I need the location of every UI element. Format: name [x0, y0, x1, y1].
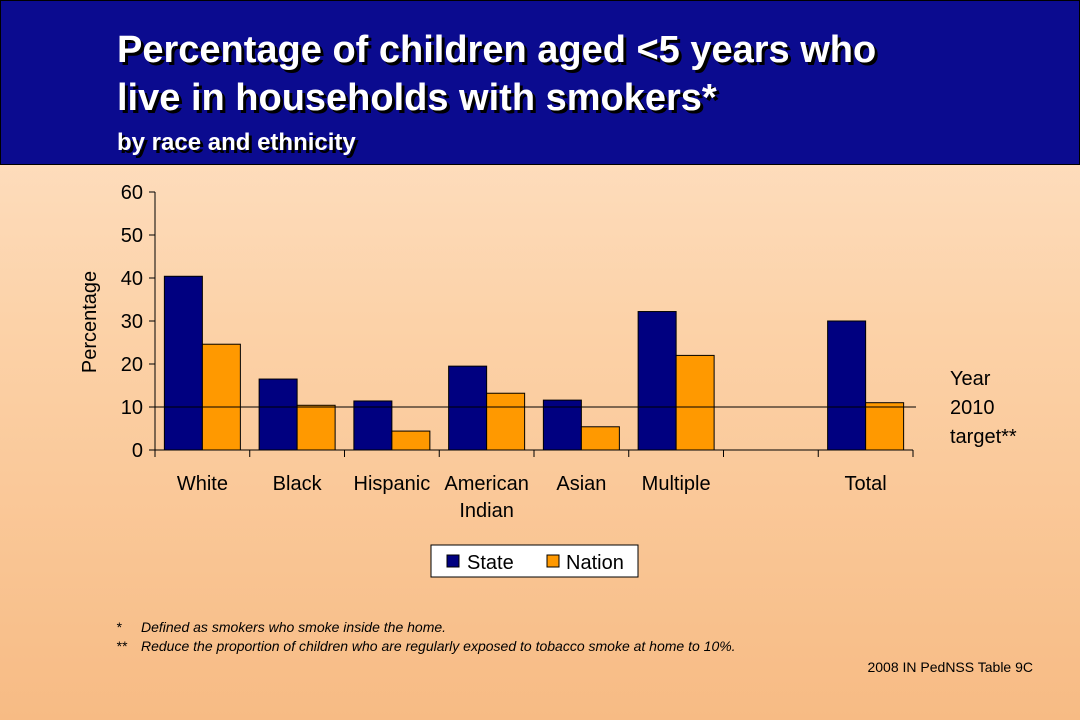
bar-nation [296, 404, 336, 451]
x-category-label: Asian [556, 473, 606, 495]
footnote-2-text: Reduce the proportion of children who ar… [141, 638, 736, 654]
y-tick-label: 20 [121, 354, 143, 376]
x-category-label: American [444, 473, 528, 495]
bar-state [827, 320, 867, 451]
legend: State Nation [430, 544, 639, 578]
bar-nation [486, 392, 526, 451]
y-tick-label: 40 [121, 268, 143, 290]
target-label: target** [950, 426, 1017, 448]
bar-nation [675, 354, 715, 451]
footnotes: * Defined as smokers who smoke inside th… [116, 618, 736, 656]
y-tick-label: 60 [121, 182, 143, 204]
bar-state [163, 275, 203, 451]
source-citation: 2008 IN PedNSS Table 9C [867, 659, 1033, 675]
bar-nation [865, 402, 905, 451]
x-category-label: Black [273, 473, 323, 495]
target-label: Year [950, 368, 991, 390]
bar-state [448, 365, 488, 451]
chart-title-line-2: live in households with smokers* [117, 77, 717, 119]
bar-chart: Percentage 0 10 20 30 40 50 60 White Black Hispan… [79, 182, 1017, 578]
title-banner: Percentage of children aged <5 years who… [0, 0, 1080, 165]
chart-subtitle: by race and ethnicity [117, 129, 356, 156]
legend-label-state: State [467, 552, 514, 574]
bar-state [542, 399, 582, 451]
y-tick-label: 30 [121, 311, 143, 333]
legend-swatch-state [446, 554, 460, 568]
chart-title-line-1: Percentage of children aged <5 years who [117, 29, 877, 71]
x-category-label: Hispanic [354, 473, 431, 495]
x-category-label: Multiple [642, 473, 711, 495]
legend-box [430, 544, 639, 578]
y-axis-label: Percentage [79, 271, 101, 373]
target-label: 2010 [950, 397, 995, 419]
bar-nation [580, 426, 620, 451]
footnote-2-mark: ** [116, 638, 127, 654]
y-tick-label: 10 [121, 397, 143, 419]
x-category-label: White [177, 473, 228, 495]
x-category-label: Total [845, 473, 887, 495]
bar-nation [201, 343, 241, 451]
bar-state [258, 378, 298, 451]
footnote-1-mark: * [116, 619, 122, 635]
bar-nation [391, 430, 431, 451]
bar-state [637, 311, 677, 451]
y-tick-label: 50 [121, 225, 143, 247]
bar-state [353, 400, 393, 451]
legend-swatch-nation [546, 554, 560, 568]
footnote-1: * Defined as smokers who smoke inside th… [116, 618, 736, 637]
x-category-label: Indian [459, 500, 514, 522]
legend-label-nation: Nation [566, 552, 624, 574]
footnote-1-text: Defined as smokers who smoke inside the … [141, 619, 447, 635]
y-tick-label: 0 [132, 440, 143, 462]
footnote-2: ** Reduce the proportion of children who… [116, 637, 736, 656]
